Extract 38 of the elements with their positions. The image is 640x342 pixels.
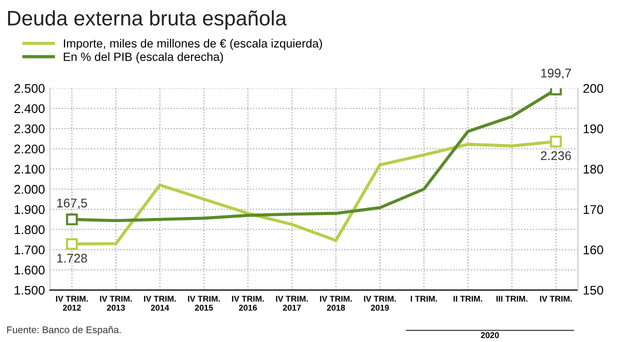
y-tick-label: 1.800 [14,225,45,234]
x-tick-label: IV TRIM. 2012 [56,296,88,311]
y2-tick-label: 200 [583,84,604,93]
y2-tick-label: 180 [584,164,604,174]
y-tick-label: 2.300 [14,124,45,134]
y-tick-label: 1.600 [14,266,45,274]
y2-tick-label: 190 [584,124,604,134]
x-tick-label: II TRIM. [454,296,482,302]
y-tick-label: 1.700 [14,245,45,254]
y-tick-label: 2.000 [14,184,45,194]
legend-label: Importe, miles de millones de € (escala izquierda) [64,38,322,50]
x-tick-label: IV TRIM. 2013 [100,296,132,311]
y-tick-label: 2.200 [14,144,45,154]
x-tick-label: IV TRIM. 2019 [364,296,396,311]
y2-tick-label: 160 [584,245,604,254]
y-tick-label: 1.900 [14,205,45,214]
data-label: 199,7 [541,68,571,79]
y2-tick-label: 170 [584,205,604,214]
x-tick-label: III TRIM. [496,296,528,302]
x-tick-label: IV TRIM. 2014 [144,296,176,311]
x-tick-label: IV TRIM. [540,296,572,302]
x-tick-label: IV TRIM. 2015 [188,296,220,311]
y-tick-label: 2.400 [14,104,45,114]
data-label: 2.236 [540,151,572,160]
y-tick-label: 2.500 [14,84,45,93]
x-tick-label: IV TRIM. 2017 [276,296,308,311]
y-tick-label: 2.100 [14,164,45,174]
legend-label: En % del PIB (escala derecha) [64,52,223,64]
y-tick-label: 1.500 [14,286,45,295]
text: 2020 [480,332,499,338]
chart-title: Deuda externa bruta española [8,10,287,30]
x-tick-label: I TRIM. [410,296,438,302]
source-note: Fuente: Banco de España. [7,326,121,336]
data-label: 167,5 [57,198,88,209]
x-tick-label: IV TRIM. 2018 [320,296,352,311]
y2-tick-label: 150 [584,286,604,295]
data-label: 1.728 [57,254,88,263]
x-tick-label: IV TRIM. 2016 [232,296,264,311]
